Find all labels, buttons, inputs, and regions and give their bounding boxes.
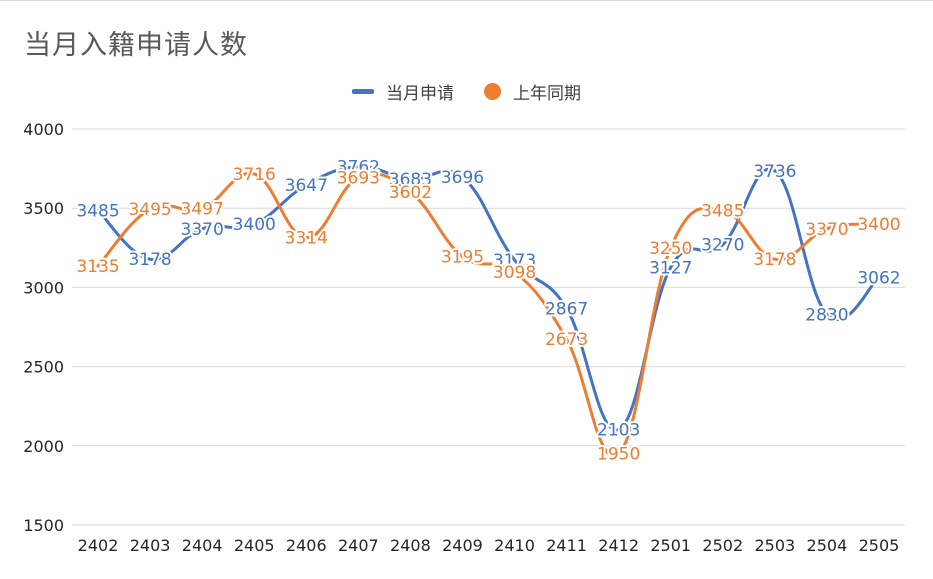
data-label-series-2: 3195 [441,248,484,268]
data-label-series-2: 2673 [545,330,588,350]
y-tick-label: 2500 [23,358,64,377]
data-label-series-2: 3693 [337,169,380,189]
x-tick-label: 2411 [546,536,587,555]
x-tick-label: 2407 [338,536,379,555]
data-label-series-1: 3762 [337,158,380,178]
data-label-series-1: 2830 [805,305,848,325]
x-tick-label: 2410 [494,536,535,555]
x-tick-label: 2504 [807,536,848,555]
x-tick-label: 2402 [78,536,119,555]
data-label-series-1: 3696 [441,168,484,188]
data-label-series-1: 3683 [389,170,432,190]
x-tick-label: 2505 [859,536,900,555]
legend-label-series-1: 当月申请 [386,84,454,104]
x-tick-label: 2408 [390,536,431,555]
y-tick-label: 3000 [23,278,64,297]
data-label-series-2: 3485 [701,202,744,222]
data-label-series-1: 2103 [597,420,640,440]
series-line-2 [96,171,881,458]
data-label-series-1: 3485 [76,202,119,222]
data-label-series-1: 3127 [649,258,692,278]
data-label-series-2: 3370 [805,220,848,240]
data-label-series-2: 3178 [753,250,796,270]
data-label-series-2: 1950 [597,445,640,465]
data-label-series-1: 3647 [285,176,328,196]
legend-line-swatch [352,89,374,94]
legend-label-series-2: 上年同期 [513,84,581,104]
data-label-series-2: 3400 [857,215,900,235]
data-label-series-2: 3602 [389,183,432,203]
x-tick-label: 2403 [130,536,171,555]
y-tick-label: 3500 [23,199,64,218]
x-tick-label: 2405 [234,536,275,555]
legend: 当月申请 上年同期 [0,79,933,104]
x-tick-label: 2412 [598,536,639,555]
data-label-series-1: 3062 [857,269,900,289]
y-tick-label: 2000 [23,437,64,456]
data-label-series-2: 3716 [233,165,276,185]
chart-title: 当月入籍申请人数 [24,30,248,61]
x-tick-label: 2501 [650,536,691,555]
legend-dot-swatch [484,83,501,100]
data-label-series-1: 3736 [753,162,796,182]
data-label-series-1: 3370 [181,220,224,240]
data-label-series-1: 3178 [128,250,171,270]
data-label-series-2: 3495 [128,200,171,220]
data-label-series-1: 2867 [545,299,588,319]
series-line-1 [96,165,881,432]
x-tick-label: 2404 [182,536,223,555]
data-label-series-1: 3270 [701,236,744,256]
data-label-series-2: 3314 [285,229,328,249]
data-label-series-1: 3400 [233,215,276,235]
data-label-series-1: 3173 [493,251,536,271]
data-label-series-2: 3135 [76,257,119,277]
data-label-series-2: 3098 [493,263,536,283]
x-tick-label: 2406 [286,536,327,555]
legend-item-series-1: 当月申请 [352,79,454,104]
y-tick-label: 1500 [23,516,64,535]
legend-item-series-2: 上年同期 [484,79,581,104]
x-tick-label: 2502 [702,536,743,555]
y-tick-label: 4000 [23,120,64,139]
data-label-series-2: 3497 [181,200,224,220]
x-tick-label: 2503 [754,536,795,555]
x-tick-label: 2409 [442,536,483,555]
data-label-series-2: 3250 [649,239,692,259]
